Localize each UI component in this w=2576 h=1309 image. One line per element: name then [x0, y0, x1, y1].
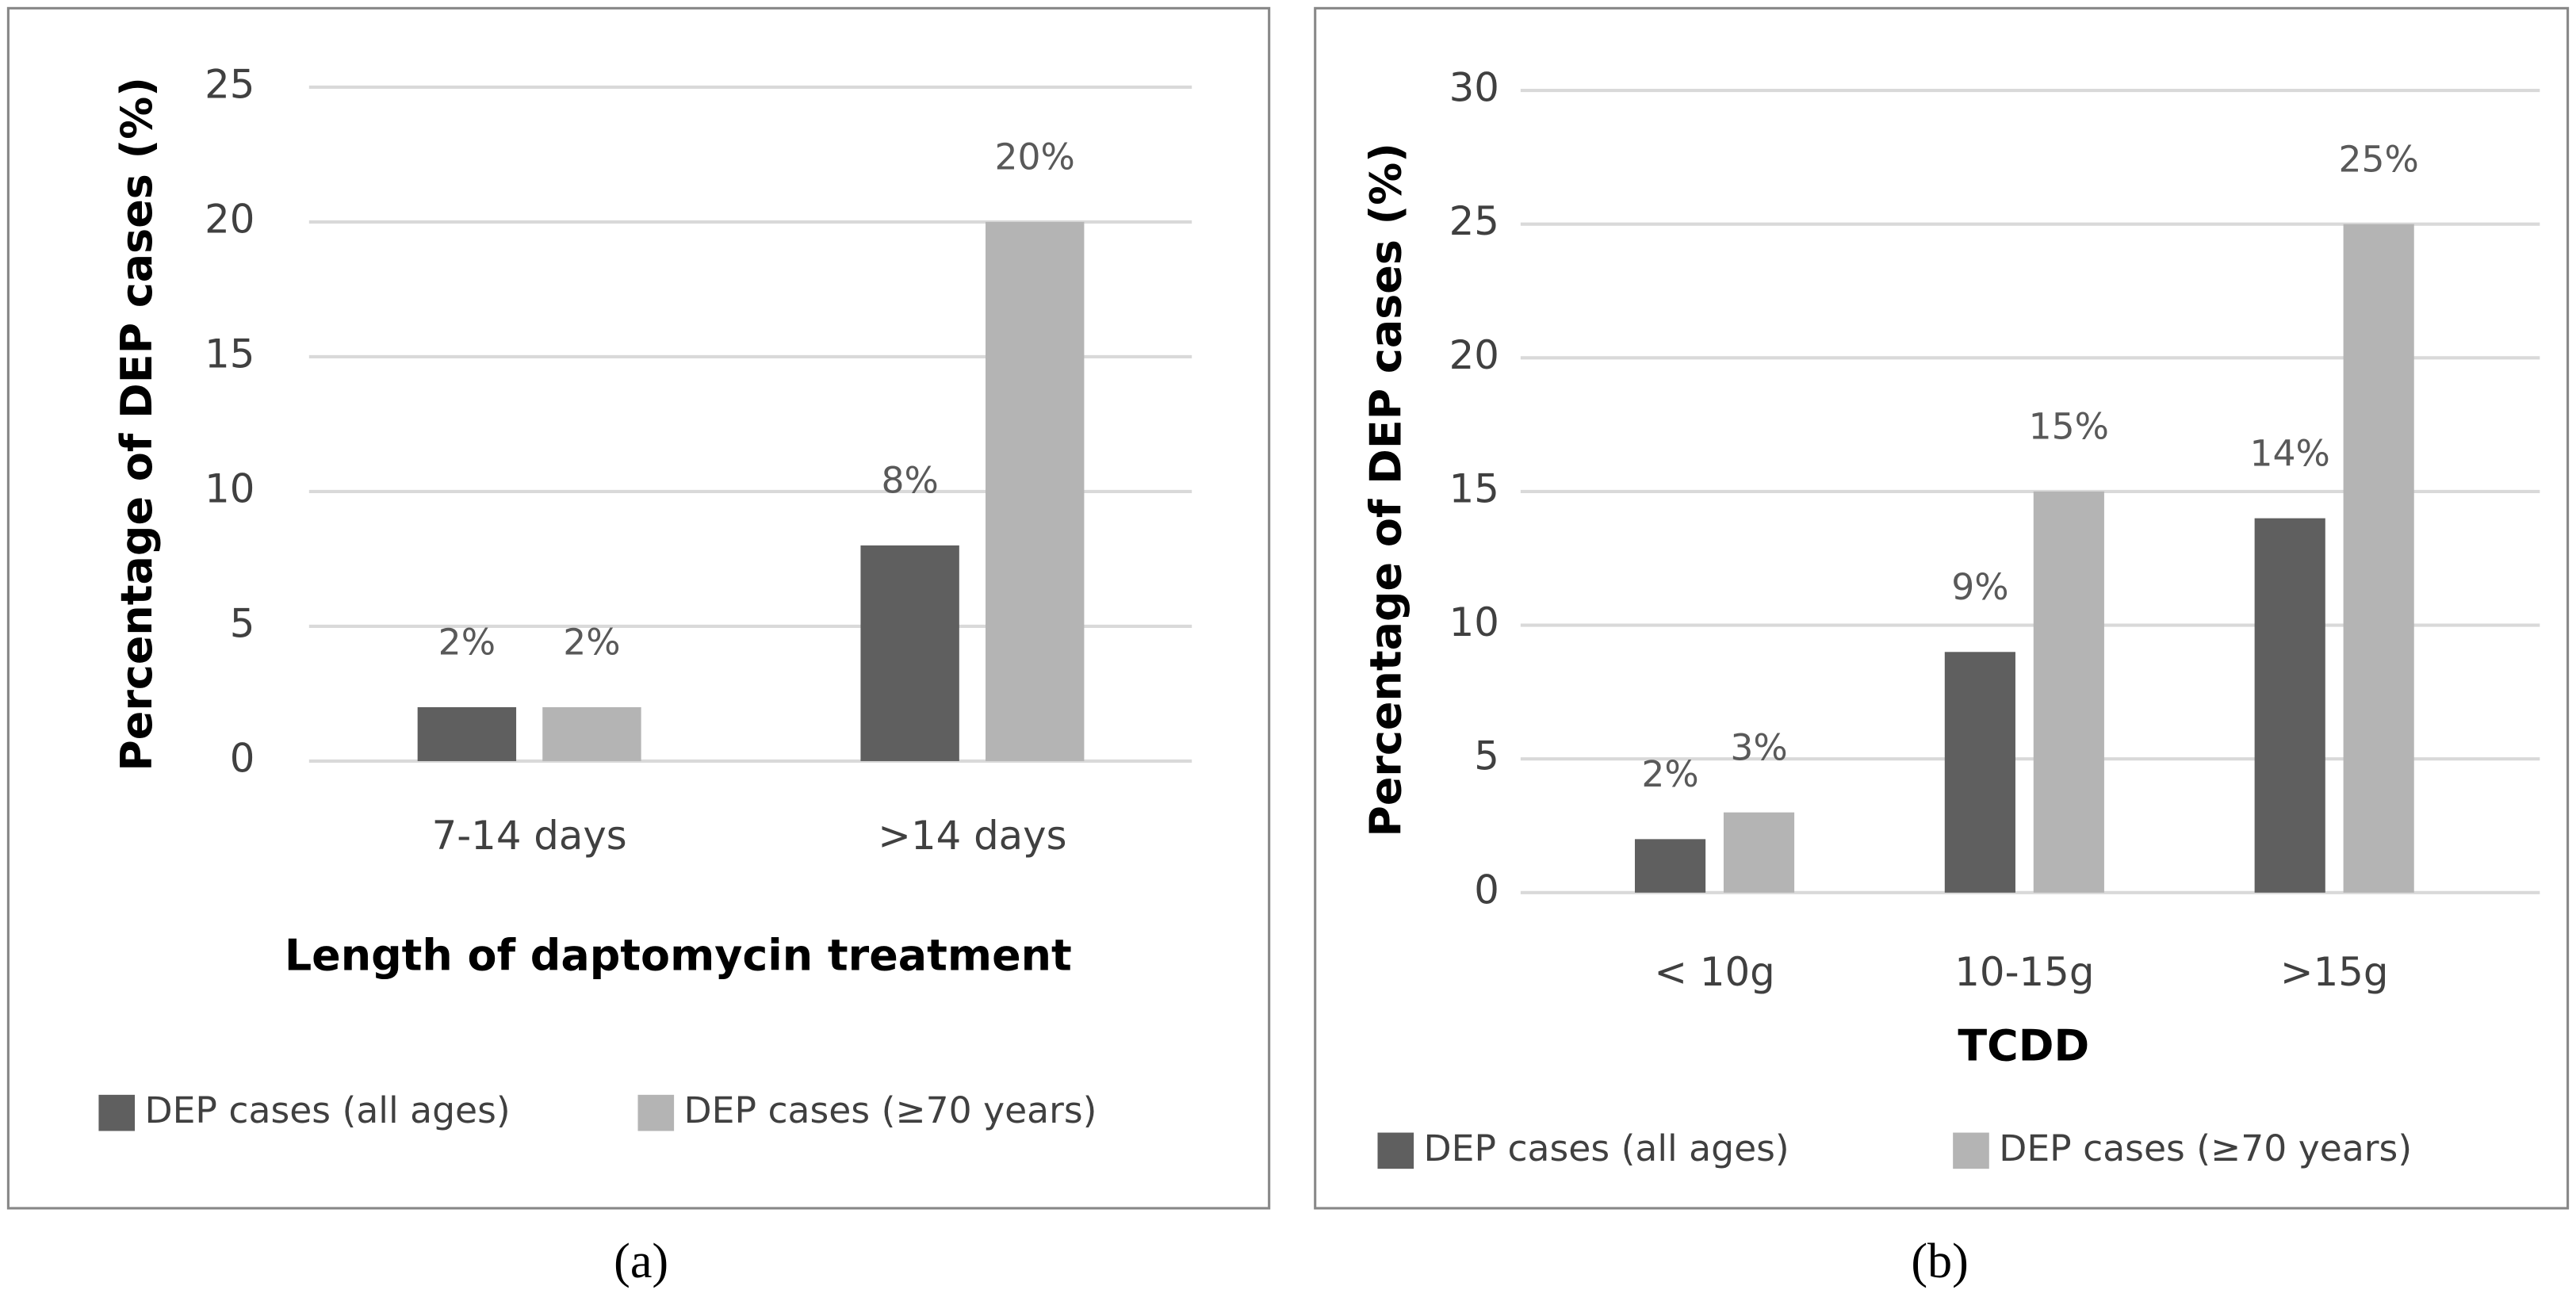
y-axis-title: Percentage of DEP cases (%) — [1361, 143, 1411, 837]
value-label: 15% — [2029, 406, 2109, 448]
caption: (b) — [1911, 1234, 1969, 1288]
y-tick-label: 25 — [1449, 198, 1499, 244]
y-tick-label: 0 — [230, 735, 255, 781]
legend-swatch — [98, 1094, 136, 1131]
y-tick-label: 10 — [1449, 599, 1499, 645]
legend-swatch — [1377, 1132, 1414, 1169]
y-tick-label: 25 — [205, 61, 255, 107]
bar — [1723, 812, 1795, 893]
value-label: 14% — [2250, 432, 2330, 474]
value-label: 20% — [995, 136, 1075, 178]
y-tick-label: 20 — [205, 196, 255, 242]
panel-frame — [6, 6, 1271, 1210]
y-tick-label: 30 — [1449, 65, 1499, 111]
legend-label: DEP cases (≥70 years) — [1999, 1127, 2412, 1169]
x-tick-label: < 10g — [1654, 949, 1774, 995]
y-tick-label: 10 — [205, 465, 255, 511]
bar — [860, 545, 959, 761]
x-tick-label: >14 days — [878, 813, 1066, 859]
legend-label: DEP cases (all ages) — [144, 1089, 510, 1131]
bar — [1944, 652, 2015, 893]
value-label: 9% — [1951, 566, 2008, 608]
caption: (a) — [614, 1234, 668, 1288]
x-tick-label: 7-14 days — [432, 813, 627, 859]
value-label: 3% — [1730, 726, 1787, 768]
y-tick-label: 0 — [1474, 867, 1499, 913]
x-axis-title: Length of daptomycin treatment — [285, 930, 1072, 980]
bar — [542, 706, 641, 761]
value-label: 2% — [563, 622, 620, 664]
y-tick-label: 15 — [1449, 465, 1499, 511]
legend-label: DEP cases (≥70 years) — [684, 1089, 1097, 1131]
bar — [417, 706, 517, 761]
value-label: 2% — [438, 622, 496, 664]
x-axis-title: TCDD — [1958, 1020, 2089, 1070]
panel-frame — [1314, 6, 2570, 1210]
value-label: 8% — [881, 460, 938, 502]
y-tick-label: 5 — [230, 600, 255, 646]
y-tick-label: 15 — [205, 331, 255, 377]
bar — [2343, 224, 2414, 893]
legend-label: DEP cases (all ages) — [1424, 1127, 1789, 1169]
x-tick-label: 10-15g — [1954, 949, 2094, 995]
legend-swatch — [637, 1094, 675, 1131]
legend-swatch — [1953, 1132, 1989, 1169]
y-axis-title: Percentage of DEP cases (%) — [112, 77, 162, 771]
value-label: 25% — [2338, 138, 2418, 180]
bar — [986, 221, 1085, 761]
value-label: 2% — [1641, 753, 1698, 795]
bar — [1634, 839, 1706, 893]
y-tick-label: 20 — [1449, 332, 1499, 378]
x-tick-label: >15g — [2280, 949, 2389, 995]
bar — [2254, 518, 2325, 893]
y-tick-label: 5 — [1474, 733, 1499, 779]
bar — [2033, 491, 2104, 893]
